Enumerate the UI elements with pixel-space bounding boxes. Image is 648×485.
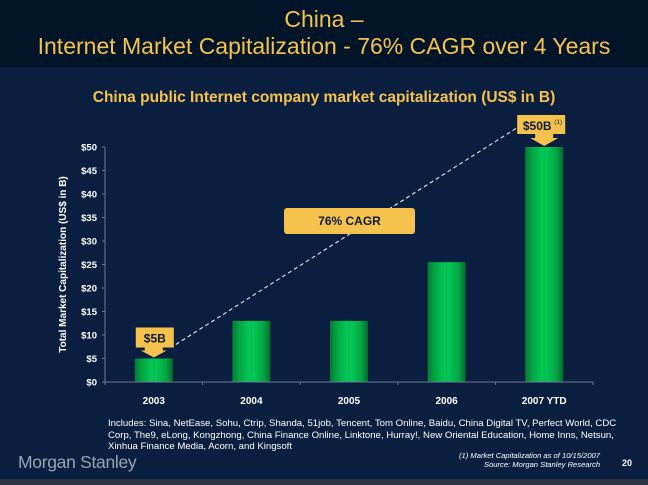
y-tick-label: $35 — [81, 213, 98, 224]
source-note: Source: Morgan Stanley Research — [484, 460, 601, 469]
slide-title-line1: China – — [284, 6, 364, 32]
morgan-stanley-logo: Morgan Stanley — [18, 452, 137, 472]
x-tick-label: 2003 — [143, 396, 166, 407]
value-callout-2003 — [135, 327, 174, 348]
x-tick-label: 2006 — [435, 396, 458, 407]
cagr-label: 76% CAGR — [318, 214, 381, 228]
chart-title: China public Internet company market cap… — [92, 89, 556, 106]
cagr-box — [284, 208, 415, 234]
value-callout-2007 — [517, 115, 566, 134]
cagr-trend-line — [175, 126, 519, 345]
y-tick-label: $45 — [81, 166, 98, 177]
y-tick-label: $25 — [81, 260, 98, 271]
included-companies-note: Includes: Sina, NetEase, Sohu, Ctrip, Sh… — [108, 418, 617, 452]
callout-label: $5B — [144, 332, 166, 346]
header-band: China – Internet Market Capitalization -… — [0, 0, 648, 67]
footer-bar — [0, 479, 648, 485]
footnote: (1) Market Capitalization as of 10/15/20… — [459, 451, 600, 460]
x-tick-label: 2005 — [338, 396, 361, 407]
callout-arrow-icon — [530, 134, 559, 146]
y-tick-label: $15 — [81, 307, 98, 318]
y-tick-label: $30 — [81, 237, 97, 248]
y-axis-ticks: $0 $5 $10 $15 $20 $25 $30 $35 $40 $45 $50 — [81, 143, 105, 389]
y-tick-label: $20 — [81, 284, 97, 295]
y-tick-label: $40 — [81, 190, 97, 201]
y-tick-label: $5 — [86, 354, 97, 365]
x-tick-label: 2007 YTD — [522, 396, 567, 407]
slide-title-line2: Internet Market Capitalization - 76% CAG… — [37, 33, 611, 59]
callout-arrow-icon — [140, 347, 167, 358]
y-tick-label: $50 — [81, 143, 97, 154]
y-tick-label: $10 — [81, 331, 97, 342]
callout-label: $50B — [523, 119, 552, 133]
x-tick-label: 2004 — [240, 396, 263, 407]
annotations: $5B $50B (1) 76% CAGR — [135, 115, 566, 358]
footnote-marker: (1) — [554, 119, 562, 126]
y-tick-label: $0 — [86, 378, 97, 389]
y-axis-label: Total Market Capitalization (US$ in B) — [58, 176, 69, 353]
page-number: 20 — [622, 458, 633, 468]
x-axis-ticks: 2003 2004 2005 2006 2007 YTD — [104, 382, 594, 407]
bars — [134, 147, 564, 382]
